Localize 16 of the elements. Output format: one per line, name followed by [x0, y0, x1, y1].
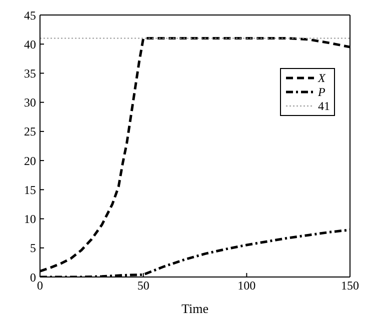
y-tick-label: 25 — [24, 124, 36, 139]
y-tick-label: 15 — [24, 182, 36, 197]
legend-label: X — [318, 71, 326, 85]
y-tick-label: 5 — [30, 241, 36, 256]
y-tick-label: 10 — [24, 212, 36, 226]
y-tick-label: 20 — [24, 154, 36, 168]
legend-label: 41 — [318, 99, 330, 113]
legend-label: P — [318, 85, 326, 99]
x-tick-label: 100 — [238, 278, 256, 293]
x-axis-title: Time — [182, 301, 209, 316]
y-tick-label: 40 — [24, 37, 36, 52]
x-tick-label: 150 — [341, 278, 359, 293]
x-tick-label: 50 — [137, 278, 150, 293]
y-tick-label: 30 — [24, 96, 36, 110]
y-tick-label: 45 — [24, 8, 36, 22]
y-tick-label: 35 — [24, 66, 36, 80]
